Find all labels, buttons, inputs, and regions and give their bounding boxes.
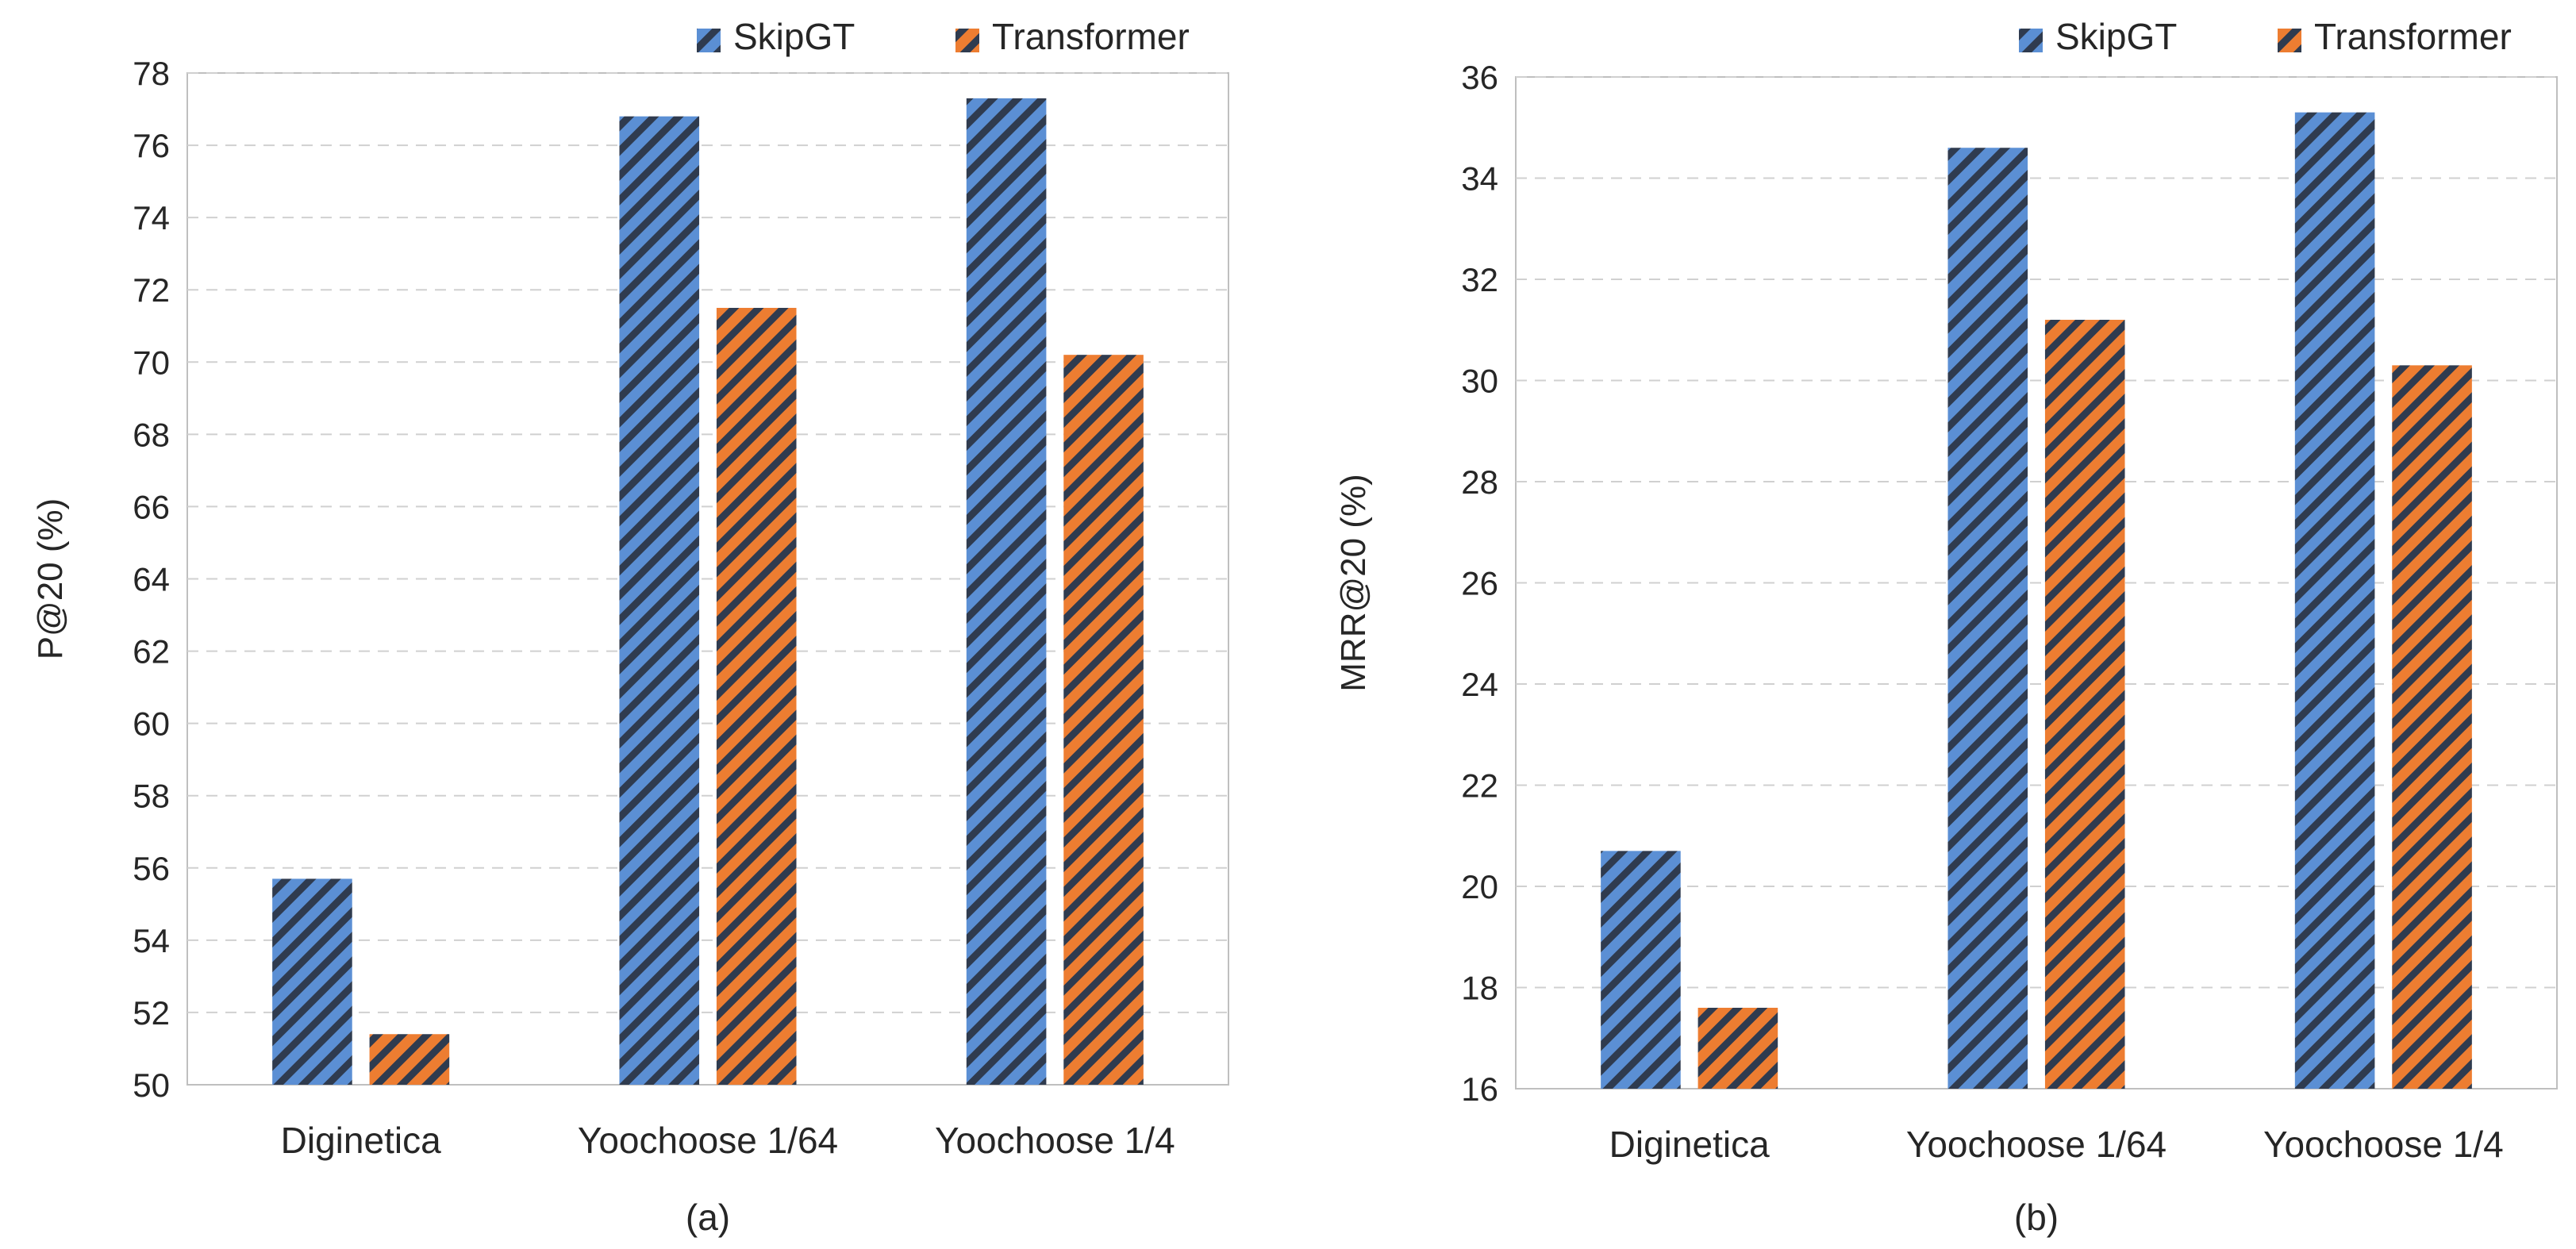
x-category-label: Yoochoose 1/4 [935,1120,1175,1161]
y-tick-label: 72 [133,271,170,309]
bar-skipgt [2294,112,2375,1089]
bar-transformer [2392,365,2472,1089]
y-tick-label: 50 [133,1066,170,1104]
bar-transformer [2044,320,2125,1089]
y-tick-label: 22 [1461,767,1498,805]
y-tick-label: 68 [133,416,170,453]
y-tick-label: 70 [133,344,170,381]
bar-skipgt [272,878,352,1085]
y-axis-label: P@20 (%) [31,498,70,660]
legend-swatch-transformer [2278,29,2301,52]
bar-transformer [716,307,797,1085]
y-tick-label: 20 [1461,868,1498,905]
y-tick-label: 18 [1461,970,1498,1007]
bar-skipgt [1947,148,2028,1089]
legend-label-skipgt: SkipGT [2055,16,2177,57]
y-tick-label: 16 [1461,1070,1498,1108]
bar-transformer [1697,1008,1778,1089]
x-category-label: Yoochoose 1/64 [1906,1124,2167,1165]
y-tick-label: 78 [133,55,170,92]
legend-label-skipgt: SkipGT [733,16,855,57]
y-tick-label: 26 [1461,565,1498,602]
panel-caption: (a) [686,1197,730,1238]
charts-layer: 50 52 54 56 58 60 62 64 66 68 70 72 74 76 78 P@20 (%) Di… [31,16,2558,1238]
y-tick-label: 62 [133,633,170,671]
y-tick-label: 76 [133,127,170,164]
x-category-label: Yoochoose 1/64 [578,1120,838,1161]
chart-panel-2: 16 18 20 22 24 26 28 30 32 34 36 MRR@20 (%) Digineti… [1334,16,2558,1238]
y-tick-label: 74 [133,199,170,236]
x-category-label: Yoochoose 1/4 [2263,1124,2504,1165]
y-tick-label: 64 [133,561,170,598]
chart-panel-1: 50 52 54 56 58 60 62 64 66 68 70 72 74 76 78 P@20 (%) Di… [31,16,1229,1238]
y-tick-label: 28 [1461,463,1498,501]
x-category-label: Diginetica [1609,1124,1770,1165]
bar-skipgt [1601,851,1681,1089]
y-tick-label: 58 [133,778,170,815]
y-tick-label: 60 [133,705,170,743]
y-tick-label: 24 [1461,666,1498,703]
y-tick-label: 54 [133,922,170,959]
y-axis-label: MRR@20 (%) [1334,474,1373,691]
y-tick-label: 36 [1461,59,1498,96]
y-tick-label: 56 [133,850,170,887]
y-tick-label: 66 [133,488,170,525]
y-tick-label: 32 [1461,261,1498,298]
panel-caption: (b) [2014,1197,2059,1238]
x-category-label: Diginetica [281,1120,441,1161]
legend-label-transformer: Transformer [2314,16,2512,57]
legend-label-transformer: Transformer [992,16,1190,57]
y-tick-label: 34 [1461,160,1498,198]
y-tick-label: 30 [1461,363,1498,400]
bar-skipgt [619,116,700,1086]
bar-transformer [1063,355,1144,1085]
legend-swatch-skipgt [2019,29,2043,52]
y-tick-label: 52 [133,994,170,1032]
legend-swatch-transformer [955,29,979,52]
bar-skipgt [966,98,1047,1085]
bar-transformer [369,1034,450,1085]
legend-swatch-skipgt [697,29,721,52]
